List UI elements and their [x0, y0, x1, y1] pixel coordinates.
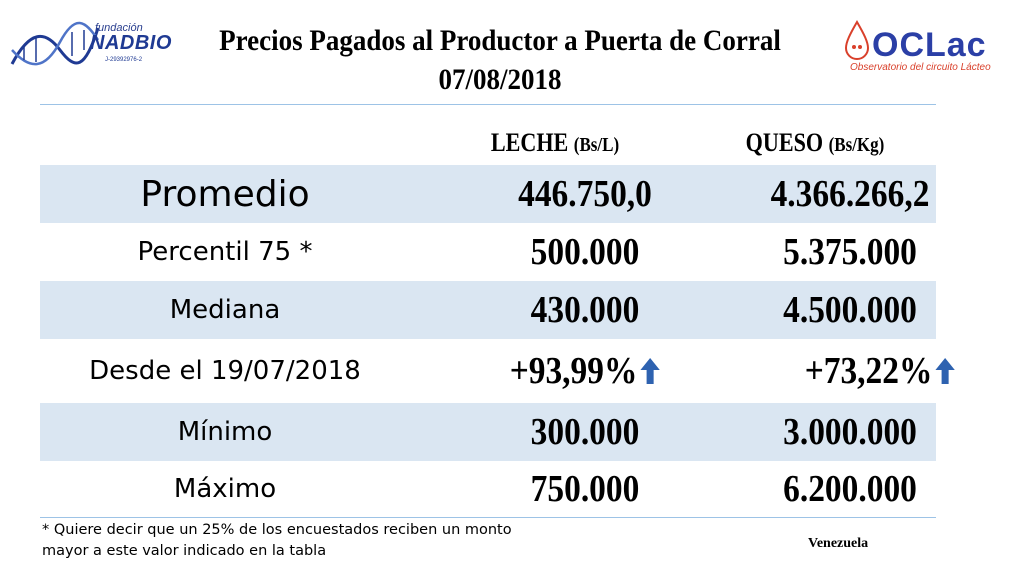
column-name: QUESO [745, 128, 824, 157]
footnote-line: mayor a este valor indicado en la tabla [42, 543, 327, 559]
table-row-mediana: Mediana 430.000 4.500.000 [40, 281, 936, 339]
column-header-queso: QUESO (Bs/Kg) [705, 128, 926, 158]
column-header-leche: LECHE (Bs/L) [445, 128, 666, 158]
queso-value: 4.366.266,2 [770, 173, 930, 215]
queso-value: 3.000.000 [783, 411, 917, 453]
footnote-line: * Quiere decir que un 25% de los encuest… [42, 522, 512, 538]
arrow-up-icon [640, 358, 660, 384]
queso-change: +73,22% [748, 339, 1012, 403]
column-unit: (Bs/Kg) [828, 134, 885, 156]
oclac-subtitle: Observatorio del circuito Lácteo [850, 62, 991, 73]
row-label: Percentil 75 * [137, 237, 313, 267]
oclac-name: OCLac [872, 26, 987, 64]
queso-value: +73,22% [804, 350, 933, 392]
footnote: * Quiere decir que un 25% de los encuest… [42, 520, 602, 562]
leche-value: 300.000 [530, 411, 640, 453]
page-title: Precios Pagados al Productor a Puerta de… [219, 24, 781, 57]
bottom-divider [40, 517, 936, 518]
table-row-percentil: Percentil 75 * 500.000 5.375.000 [40, 223, 936, 281]
leche-change: +93,99% [453, 339, 717, 403]
queso-value: 4.500.000 [783, 289, 917, 331]
oclac-logo: OCLac Observatorio del circuito Lácteo [842, 18, 1017, 78]
column-name: LECHE [490, 128, 569, 157]
table-row-desde: Desde el 19/07/2018 +93,99% +73,22% [40, 339, 955, 403]
country-label: Venezuela [808, 536, 869, 551]
column-unit: (Bs/L) [573, 134, 620, 156]
table-row-maximo: Máximo 750.000 6.200.000 [40, 461, 936, 517]
logo-registration: J-29392976-2 [105, 57, 143, 63]
row-label: Máximo [173, 474, 277, 504]
leche-value: 750.000 [530, 468, 640, 510]
row-label: Desde el 19/07/2018 [89, 356, 361, 386]
queso-value: 6.200.000 [783, 468, 917, 510]
row-label: Mediana [169, 295, 281, 325]
arrow-up-icon [935, 358, 955, 384]
logo-brand-text: NADBIO [90, 32, 172, 54]
top-divider [40, 104, 936, 105]
leche-value: 500.000 [530, 231, 640, 273]
leche-value: 430.000 [530, 289, 640, 331]
table-row-promedio: Promedio 446.750,0 4.366.266,2 [40, 165, 936, 223]
table-row-minimo: Mínimo 300.000 3.000.000 [40, 403, 936, 461]
leche-value: +93,99% [509, 350, 638, 392]
dna-helix-icon [10, 21, 100, 66]
page-date: 07/08/2018 [438, 63, 562, 96]
queso-value: 5.375.000 [783, 231, 917, 273]
row-label: Mínimo [177, 417, 273, 447]
nadbio-logo: fundación NADBIO J-29392976-2 [10, 14, 180, 78]
logo-small-text: fundación [95, 22, 143, 34]
leche-value: 446.750,0 [518, 173, 652, 215]
row-label: Promedio [140, 173, 310, 215]
cow-drop-icon [844, 20, 870, 60]
